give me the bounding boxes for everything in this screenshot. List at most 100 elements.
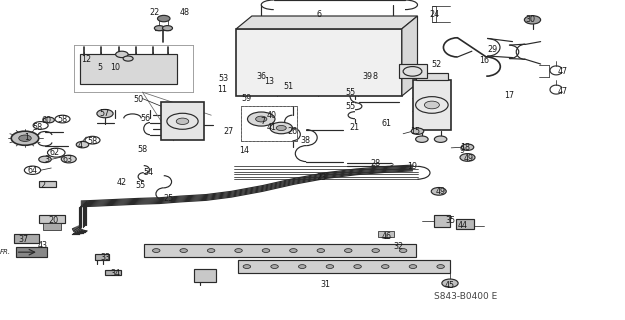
Circle shape [411, 128, 424, 134]
Text: 21: 21 [349, 124, 359, 132]
Circle shape [116, 51, 128, 58]
Text: 10: 10 [111, 63, 121, 72]
Bar [378, 231, 394, 237]
Bar [16, 247, 47, 257]
Text: 13: 13 [264, 77, 274, 86]
Text: 5: 5 [98, 63, 102, 72]
Bar [238, 260, 450, 273]
Text: 23: 23 [317, 173, 327, 182]
Text: 3: 3 [44, 156, 49, 164]
Circle shape [61, 155, 76, 163]
Text: 24: 24 [429, 10, 439, 19]
Circle shape [271, 265, 278, 268]
Circle shape [437, 265, 444, 268]
Circle shape [317, 249, 324, 252]
Circle shape [381, 265, 389, 268]
Circle shape [162, 26, 172, 31]
Circle shape [299, 265, 306, 268]
Circle shape [76, 141, 89, 148]
Bar [432, 6, 436, 22]
Circle shape [289, 249, 297, 252]
Bar [105, 270, 121, 275]
Bar [14, 234, 39, 243]
Text: 37: 37 [19, 236, 29, 244]
Text: 28: 28 [370, 159, 380, 168]
Text: 58: 58 [138, 145, 148, 154]
Circle shape [11, 131, 39, 145]
Text: 63: 63 [62, 155, 72, 164]
Bar [80, 54, 177, 84]
Text: 60: 60 [42, 116, 52, 125]
Circle shape [19, 135, 31, 141]
Circle shape [431, 188, 446, 195]
Text: 56: 56 [140, 114, 150, 123]
Circle shape [461, 144, 474, 150]
Text: 58: 58 [32, 123, 43, 132]
Text: 52: 52 [431, 60, 441, 69]
Text: 62: 62 [50, 148, 60, 157]
Text: 47: 47 [558, 87, 568, 96]
Text: 58: 58 [88, 137, 98, 146]
Circle shape [442, 279, 458, 287]
Text: 41: 41 [267, 124, 277, 132]
Text: 58: 58 [58, 116, 68, 124]
Bar [236, 29, 402, 96]
Text: FR.: FR. [0, 249, 11, 255]
Circle shape [524, 16, 541, 24]
Text: S843-B0400 E: S843-B0400 E [434, 292, 498, 301]
Circle shape [180, 249, 188, 252]
Circle shape [43, 117, 54, 123]
Text: 8: 8 [372, 72, 378, 81]
Text: 55: 55 [345, 102, 355, 111]
Circle shape [154, 26, 164, 31]
Text: 44: 44 [458, 221, 468, 230]
Text: 59: 59 [242, 94, 252, 103]
Circle shape [270, 122, 292, 134]
Text: 15: 15 [411, 127, 421, 136]
Circle shape [152, 249, 160, 252]
Text: 9: 9 [460, 146, 465, 155]
Text: 55: 55 [345, 88, 355, 97]
Text: 54: 54 [144, 168, 154, 177]
Circle shape [176, 118, 189, 124]
Circle shape [380, 232, 392, 238]
Text: 22: 22 [150, 8, 160, 17]
Bar [42, 223, 61, 230]
Circle shape [460, 154, 475, 161]
Text: 47: 47 [558, 68, 568, 76]
Text: 16: 16 [479, 56, 489, 65]
Text: 40: 40 [267, 111, 277, 120]
Text: 49: 49 [464, 154, 474, 163]
Circle shape [208, 249, 215, 252]
Text: 39: 39 [362, 72, 372, 81]
Text: 55: 55 [136, 181, 146, 190]
Text: 46: 46 [381, 232, 391, 241]
Circle shape [372, 249, 379, 252]
Text: 30: 30 [525, 15, 535, 24]
Text: 31: 31 [320, 280, 330, 289]
Circle shape [243, 265, 251, 268]
Text: 45: 45 [445, 281, 455, 290]
Text: 64: 64 [28, 166, 38, 175]
Text: 33: 33 [100, 253, 110, 262]
Text: 32: 32 [394, 242, 404, 251]
Bar [416, 73, 448, 80]
Text: 27: 27 [223, 127, 233, 136]
Text: 19: 19 [408, 162, 418, 171]
Circle shape [262, 249, 270, 252]
Bar [161, 102, 204, 140]
Text: 12: 12 [81, 55, 91, 64]
Text: 48: 48 [179, 8, 189, 17]
Text: 14: 14 [239, 146, 249, 155]
Text: 53: 53 [218, 74, 228, 83]
Text: 2: 2 [40, 181, 45, 190]
Bar [194, 269, 216, 282]
Circle shape [235, 249, 242, 252]
Text: 1: 1 [24, 133, 29, 142]
Bar [434, 215, 450, 227]
Circle shape [409, 265, 417, 268]
Bar [412, 80, 451, 130]
Circle shape [424, 101, 439, 109]
Text: 36: 36 [256, 72, 266, 81]
Text: 6: 6 [316, 10, 321, 19]
